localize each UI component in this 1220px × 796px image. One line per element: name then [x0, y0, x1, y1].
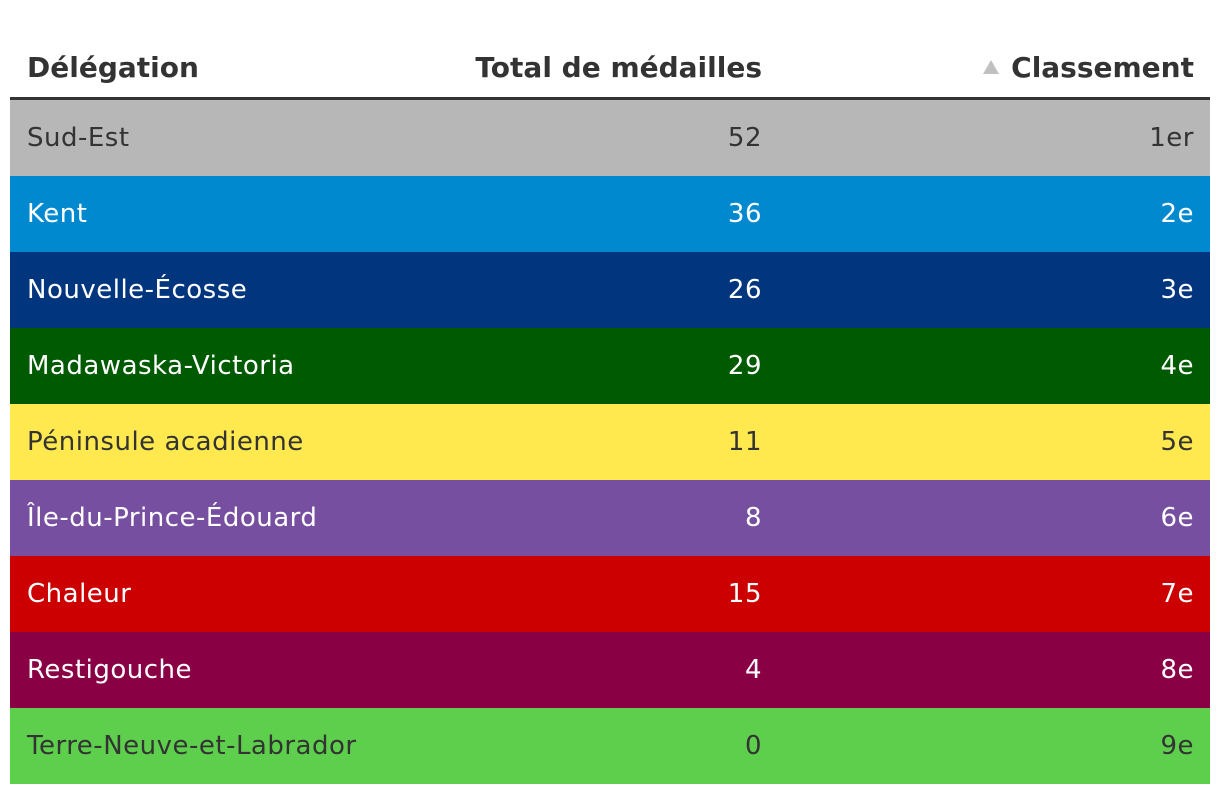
cell-rank: 2e [1160, 199, 1194, 229]
table-row: Restigouche 4 8e [10, 632, 1210, 708]
table-row: Chaleur 15 7e [10, 556, 1210, 632]
cell-delegation: Terre-Neuve-et-Labrador [27, 731, 357, 761]
cell-total-medals: 8 [744, 503, 762, 533]
table-row: Péninsule acadienne 11 5e [10, 404, 1210, 480]
cell-delegation: Sud-Est [27, 123, 130, 153]
column-header-classement[interactable]: Classement [983, 50, 1194, 86]
table-body: Sud-Est 52 1er Kent 36 2e Nouvelle-Écosse 26 3e M… [10, 100, 1210, 784]
cell-total-medals: 29 [727, 351, 762, 381]
column-header-total[interactable]: Total de médailles [475, 50, 762, 86]
cell-delegation: Restigouche [27, 655, 193, 685]
cell-delegation: Madawaska-Victoria [27, 351, 295, 381]
cell-delegation: Île-du-Prince-Édouard [27, 503, 318, 533]
column-header-delegation[interactable]: Délégation [27, 50, 199, 86]
cell-rank: 3e [1160, 275, 1194, 305]
cell-rank: 8e [1160, 655, 1194, 685]
table-row: Madawaska-Victoria 29 4e [10, 328, 1210, 404]
table-row: Île-du-Prince-Édouard 8 6e [10, 480, 1210, 556]
cell-rank: 7e [1160, 579, 1194, 609]
cell-rank: 1er [1149, 123, 1194, 153]
cell-rank: 4e [1160, 351, 1194, 381]
cell-delegation: Péninsule acadienne [27, 427, 304, 457]
cell-total-medals: 11 [727, 427, 762, 457]
table-row: Kent 36 2e [10, 176, 1210, 252]
cell-delegation: Kent [27, 199, 88, 229]
sort-ascending-icon [983, 60, 1000, 74]
cell-rank: 9e [1160, 731, 1194, 761]
cell-rank: 5e [1160, 427, 1194, 457]
cell-delegation: Chaleur [27, 579, 132, 609]
cell-total-medals: 15 [727, 579, 762, 609]
table-row: Sud-Est 52 1er [10, 100, 1210, 176]
cell-total-medals: 36 [727, 199, 762, 229]
column-header-delegation-label: Délégation [27, 51, 199, 84]
column-header-classement-label: Classement [1011, 51, 1194, 84]
cell-total-medals: 0 [744, 731, 762, 761]
cell-total-medals: 26 [727, 275, 762, 305]
table-header: Délégation Total de médailles Classement [10, 30, 1210, 100]
cell-rank: 6e [1160, 503, 1194, 533]
cell-total-medals: 52 [727, 123, 762, 153]
column-header-total-label: Total de médailles [475, 51, 762, 84]
medal-table: Délégation Total de médailles Classement… [10, 30, 1210, 784]
cell-delegation: Nouvelle-Écosse [27, 275, 248, 305]
cell-total-medals: 4 [744, 655, 762, 685]
table-row: Nouvelle-Écosse 26 3e [10, 252, 1210, 328]
table-row: Terre-Neuve-et-Labrador 0 9e [10, 708, 1210, 784]
